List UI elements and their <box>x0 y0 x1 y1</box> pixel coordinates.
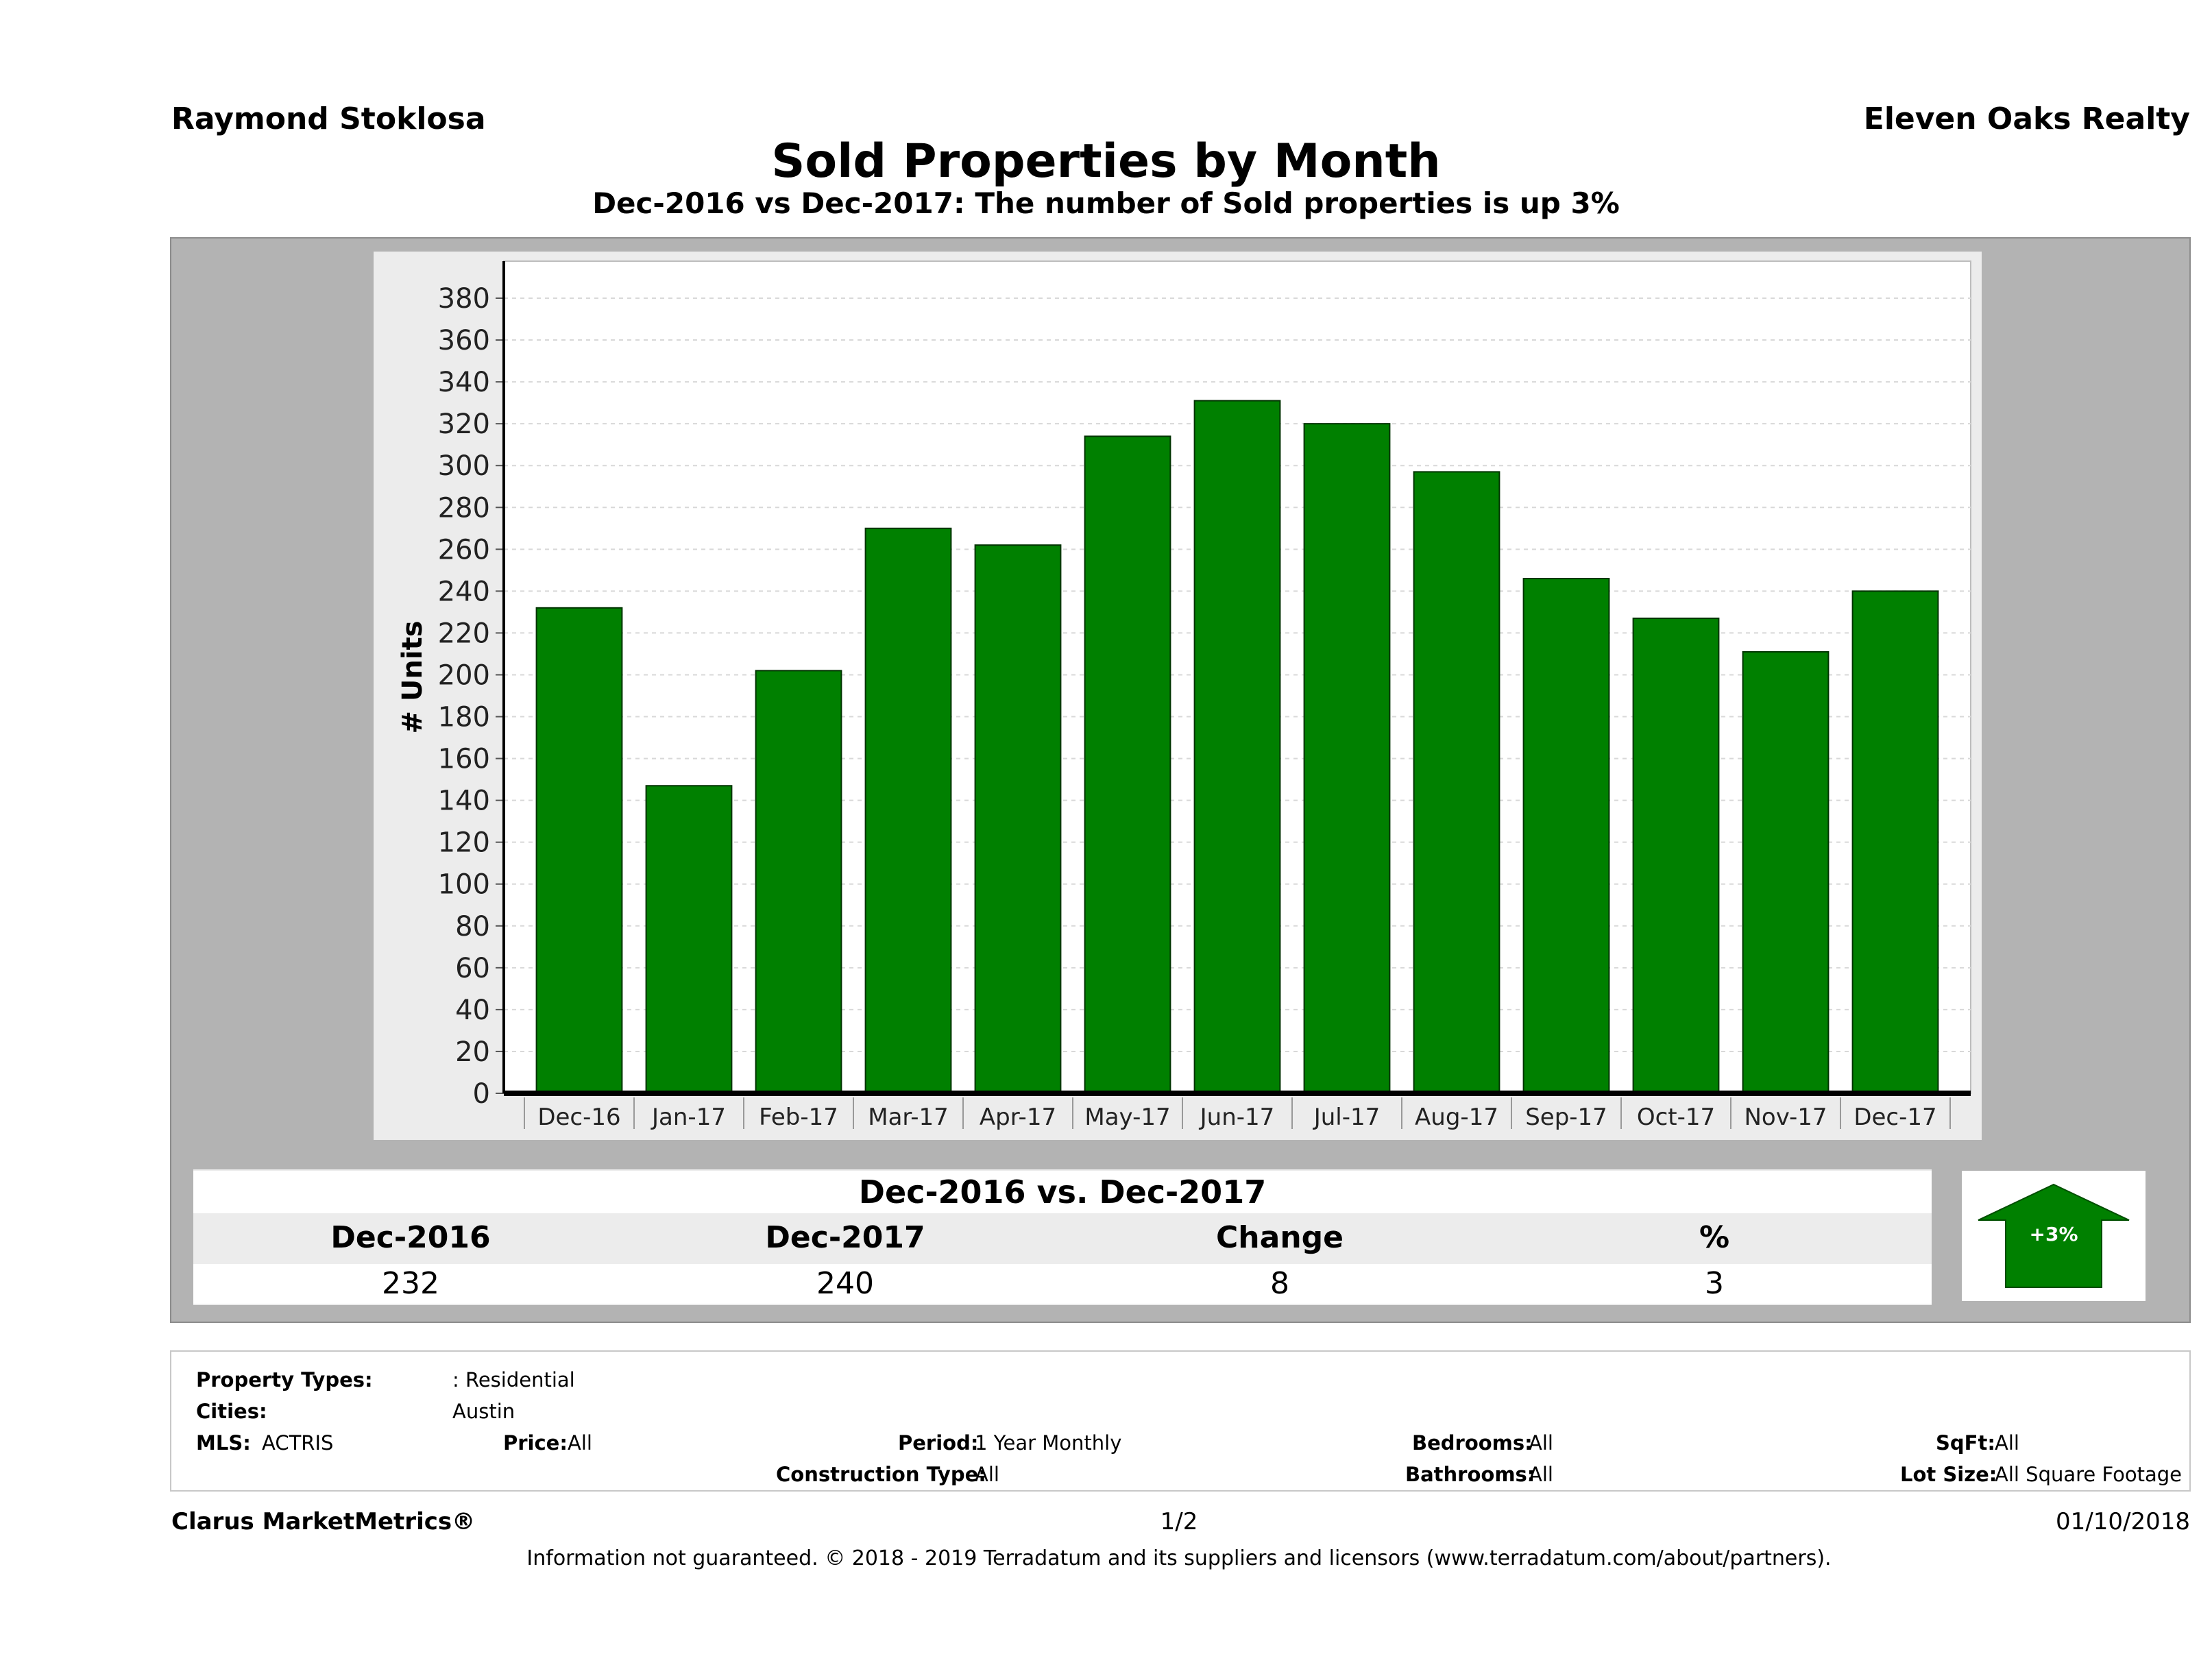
x-tick-label: Jun-17 <box>1199 1104 1275 1131</box>
y-tick-label: 300 <box>438 450 490 482</box>
bar-sep-17 <box>1522 578 1610 1095</box>
x-tick-label: Apr-17 <box>980 1104 1056 1131</box>
period-value: 1 Year Monthly <box>975 1431 1122 1455</box>
chart-frame: 0 20 40 60 80 100 120 140 160 180 200 220 240 260 280 3… <box>374 252 1982 1140</box>
x-tick-label: Nov-17 <box>1745 1104 1827 1131</box>
bar-apr-17 <box>974 544 1062 1095</box>
price-value: All <box>568 1431 592 1455</box>
sqft-value: All <box>1995 1431 2019 1455</box>
bar-chart: 0 20 40 60 80 100 120 140 160 180 200 220 240 260 280 3… <box>397 260 1971 1131</box>
y-tick-label: 160 <box>438 744 490 775</box>
price-label: Price: <box>503 1431 568 1455</box>
bar-mar-17 <box>864 527 952 1094</box>
period-label: Period: <box>898 1431 979 1455</box>
header-change: Change <box>1216 1220 1344 1255</box>
report-date: 01/10/2018 <box>2056 1508 2190 1535</box>
cities-label: Cities: <box>196 1400 267 1423</box>
y-tick-label: 320 <box>438 409 490 440</box>
y-tick-label: 260 <box>438 534 490 566</box>
bar-nov-17 <box>1742 650 1830 1094</box>
bathrooms-value: All <box>1529 1463 1553 1486</box>
bar-oct-17 <box>1632 618 1720 1094</box>
comparison-title: Dec-2016 vs. Dec-2017 <box>193 1171 1932 1213</box>
y-tick-label: 240 <box>438 576 490 607</box>
y-tick-label: 20 <box>455 1036 490 1068</box>
cities-value: Austin <box>452 1400 515 1423</box>
lotsize-value: All Square Footage <box>1995 1463 2183 1486</box>
bar-may-17 <box>1084 435 1171 1094</box>
x-tick-label: May-17 <box>1084 1104 1170 1131</box>
comparison-header-row: Dec-2016 Dec-2017 Change % <box>193 1217 1932 1258</box>
y-tick-label: 340 <box>438 367 490 398</box>
agent-name: Raymond Stoklosa <box>171 101 486 136</box>
y-tick-label: 140 <box>438 786 490 817</box>
x-tick-label: Sep-17 <box>1525 1104 1607 1131</box>
page-number: 1/2 <box>1160 1508 1198 1535</box>
page-title: Sold Properties by Month <box>771 134 1441 189</box>
company-name: Eleven Oaks Realty <box>1863 101 2190 136</box>
bar-jul-17 <box>1303 423 1391 1094</box>
y-tick-label: 40 <box>455 995 490 1026</box>
filters-box: Property Types: : Residential Cities: Au… <box>170 1350 2191 1492</box>
y-tick-label: 360 <box>438 325 490 356</box>
badge-label: +3% <box>2030 1223 2078 1245</box>
x-tick-label: Dec-16 <box>537 1104 620 1131</box>
bar-dec-16 <box>535 607 623 1094</box>
bar-feb-17 <box>755 670 842 1094</box>
x-tick-label: Oct-17 <box>1637 1104 1715 1131</box>
y-tick-label: 180 <box>438 702 490 733</box>
bedrooms-value: All <box>1529 1431 1553 1455</box>
bathrooms-label: Bathrooms: <box>1405 1463 1535 1486</box>
header-dec-2017: Dec-2017 <box>765 1220 925 1255</box>
mls-label: MLS: <box>196 1431 251 1455</box>
bar-aug-17 <box>1413 471 1500 1094</box>
y-tick-label: 100 <box>438 869 490 901</box>
bar-dec-17 <box>1851 590 1939 1094</box>
y-tick-label: 220 <box>438 618 490 649</box>
comparison-value-row: 232 240 8 3 <box>193 1264 1932 1304</box>
y-tick-label: 120 <box>438 827 490 859</box>
y-tick-label: 280 <box>438 492 490 524</box>
page-subtitle: Dec-2016 vs Dec-2017: The number of Sold… <box>592 186 1620 220</box>
value-change: 8 <box>1270 1266 1289 1301</box>
mls-value: ACTRIS <box>262 1431 334 1455</box>
value-percent: 3 <box>1705 1266 1724 1301</box>
footer-brand: Clarus MarketMetrics® <box>171 1508 476 1535</box>
x-tick-label: Dec-17 <box>1854 1104 1936 1131</box>
y-tick-label: 80 <box>455 911 490 943</box>
header-dec-2016: Dec-2016 <box>330 1220 491 1255</box>
sqft-label: SqFt: <box>1936 1431 1995 1455</box>
property-types-value: : Residential <box>452 1368 575 1391</box>
y-tick-label: 0 <box>473 1078 490 1110</box>
comparison-table: Dec-2016 vs. Dec-2017 Dec-2016 Dec-2017 … <box>193 1169 1932 1305</box>
property-types-label: Property Types: <box>196 1368 373 1391</box>
construction-value: All <box>975 1463 999 1486</box>
header-percent: % <box>1699 1220 1730 1255</box>
change-badge: +3% <box>1962 1171 2146 1301</box>
bar-jan-17 <box>645 785 733 1095</box>
lotsize-label: Lot Size: <box>1900 1463 1997 1486</box>
value-dec-2016: 232 <box>382 1266 439 1301</box>
x-tick-label: Feb-17 <box>759 1104 838 1131</box>
y-tick-label: 60 <box>455 953 490 984</box>
x-tick-label: Mar-17 <box>868 1104 949 1131</box>
y-axis-label: # Units <box>397 620 428 733</box>
bedrooms-label: Bedrooms: <box>1412 1431 1533 1455</box>
construction-label: Construction Type: <box>776 1463 986 1486</box>
x-tick-label: Jul-17 <box>1313 1104 1381 1131</box>
x-tick-label: Aug-17 <box>1415 1104 1498 1131</box>
bar-jun-17 <box>1193 400 1281 1095</box>
disclaimer: Information not guaranteed. © 2018 - 201… <box>526 1546 1832 1570</box>
up-arrow-icon <box>1978 1183 2130 1288</box>
y-tick-label: 380 <box>438 283 490 315</box>
x-tick-label: Jan-17 <box>651 1104 726 1131</box>
value-dec-2017: 240 <box>816 1266 874 1301</box>
y-tick-label: 200 <box>438 659 490 691</box>
